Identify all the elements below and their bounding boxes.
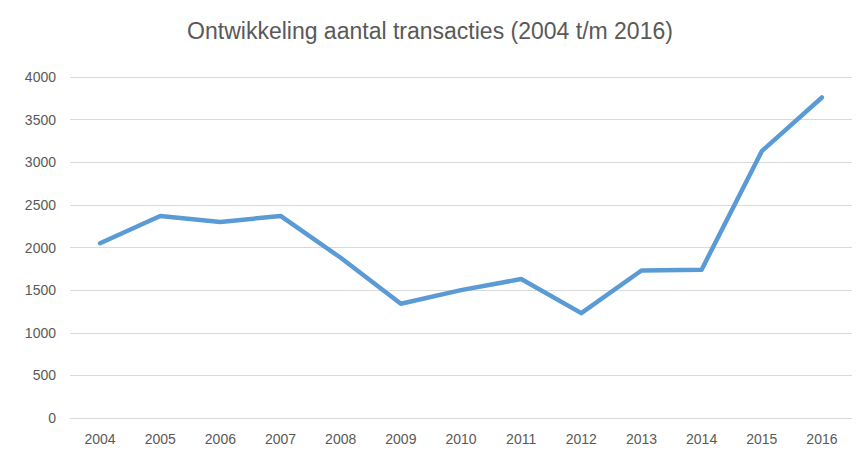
svg-text:2012: 2012 <box>566 431 597 447</box>
svg-text:2500: 2500 <box>25 197 56 213</box>
svg-text:0: 0 <box>48 410 56 426</box>
svg-text:2004: 2004 <box>84 431 115 447</box>
svg-text:2007: 2007 <box>265 431 296 447</box>
svg-text:2005: 2005 <box>145 431 176 447</box>
svg-text:2009: 2009 <box>385 431 416 447</box>
svg-text:1500: 1500 <box>25 282 56 298</box>
svg-text:2010: 2010 <box>445 431 476 447</box>
svg-text:2013: 2013 <box>626 431 657 447</box>
svg-text:3500: 3500 <box>25 112 56 128</box>
svg-text:2006: 2006 <box>205 431 236 447</box>
svg-text:2011: 2011 <box>506 431 536 447</box>
svg-text:2000: 2000 <box>25 240 56 256</box>
svg-text:1000: 1000 <box>25 325 56 341</box>
svg-text:2015: 2015 <box>746 431 777 447</box>
svg-text:500: 500 <box>33 367 57 383</box>
svg-text:3000: 3000 <box>25 154 56 170</box>
svg-text:2008: 2008 <box>325 431 356 447</box>
svg-text:2014: 2014 <box>686 431 717 447</box>
svg-text:Ontwikkeling aantal transactie: Ontwikkeling aantal transacties (2004 t/… <box>187 18 673 44</box>
svg-text:4000: 4000 <box>25 69 56 85</box>
svg-text:2016: 2016 <box>806 431 837 447</box>
